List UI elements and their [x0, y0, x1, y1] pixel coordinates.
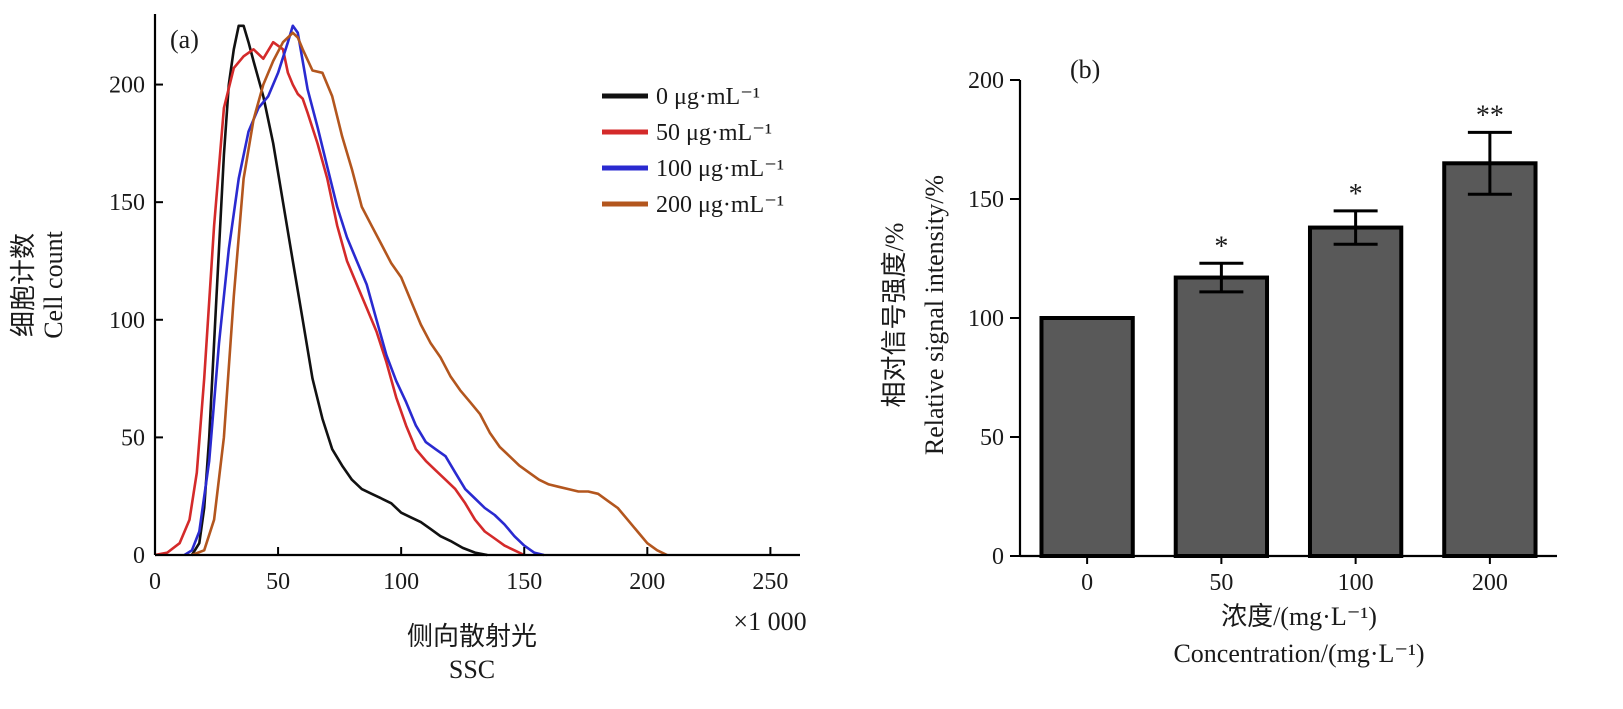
panel-b-significance-1: * — [1214, 231, 1228, 262]
panel-a-x-tick-label: 0 — [149, 569, 161, 595]
panel-a-xlabel-en: SSC — [449, 655, 495, 684]
panel-a-y-tick-label: 50 — [121, 425, 145, 451]
panel-a-ticks: 0 50 100 150 200 250 0 50 100 150 200 — [109, 73, 788, 595]
panel-a-x-tick-label: 150 — [506, 569, 542, 595]
panel-a-series-lines — [154, 24, 668, 557]
panel-a-ylabel-cn: 细胞计数 — [9, 233, 38, 337]
panel-b-bar-0 — [1039, 316, 1135, 558]
panel-a-series-line-2 — [183, 24, 545, 557]
panel-a-series-line-1 — [154, 40, 525, 557]
panel-a-x-tick-label: 50 — [266, 569, 290, 595]
panel-a-x-tick-label: 100 — [383, 569, 419, 595]
panel-a-legend-label-0: 0 μg·mL⁻¹ — [656, 84, 760, 110]
panel-b-y-tick-label: 50 — [980, 425, 1004, 451]
panel-b-y-tick-label: 100 — [968, 306, 1004, 332]
panel-a-series-line-0 — [190, 24, 488, 557]
panel-a-label: (a) — [170, 25, 199, 54]
panel-b-x-tick-label: 200 — [1472, 570, 1508, 596]
panel-a-line-chart: (a) 0 50 100 150 200 250 0 50 100 150 200 0 μg·mL⁻… — [9, 14, 807, 684]
panel-b-bar-2 — [1307, 225, 1404, 558]
panel-b-xlabel-cn: 浓度/(mg·L⁻¹) — [1221, 602, 1377, 631]
panel-b-xlabel-en: Concentration/(mg·L⁻¹) — [1173, 639, 1424, 668]
panel-a-x-multiplier: ×1 000 — [733, 607, 806, 636]
panel-b-significance-2: * — [1349, 179, 1363, 210]
panel-a-x-tick-label: 250 — [752, 569, 788, 595]
panel-a-y-tick-label: 200 — [109, 73, 145, 99]
panel-b-x-tick-label: 0 — [1081, 570, 1093, 596]
panel-a-y-tick-label: 0 — [133, 543, 145, 569]
panel-a-legend: 0 μg·mL⁻¹ 50 μg·mL⁻¹ 100 μg·mL⁻¹ 200 μg·mL⁻… — [602, 84, 784, 218]
panel-a-ylabel-en: Cell count — [39, 230, 68, 338]
panel-b-bar-1 — [1173, 275, 1270, 558]
panel-a-legend-label-1: 50 μg·mL⁻¹ — [656, 120, 772, 146]
panel-b-x-tick-label: 50 — [1209, 570, 1233, 596]
panel-b-ylabel-en: Relative signal intensity/% — [920, 175, 949, 455]
panel-b-bars: **** — [1039, 100, 1538, 559]
panel-b-y-tick-label: 200 — [968, 68, 1004, 94]
panel-b-y-tick-label: 0 — [992, 544, 1004, 570]
panel-a-xlabel-cn: 侧向散射光 — [407, 622, 537, 651]
panel-b-bar-3 — [1442, 161, 1538, 559]
panel-b-ylabel-cn: 相对信号强度/% — [880, 223, 909, 408]
panel-a-series-line-3 — [191, 31, 668, 557]
panel-a-y-tick-label: 150 — [109, 190, 145, 216]
panel-b-y-tick-label: 150 — [968, 187, 1004, 213]
panel-b-significance-3: ** — [1476, 100, 1504, 131]
panel-a-x-tick-label: 200 — [629, 569, 665, 595]
panel-a-legend-label-2: 100 μg·mL⁻¹ — [656, 156, 784, 182]
panel-b-label: (b) — [1070, 55, 1100, 84]
panel-a-legend-label-3: 200 μg·mL⁻¹ — [656, 192, 784, 218]
panel-b-x-tick-label: 100 — [1338, 570, 1374, 596]
panel-a-y-tick-label: 100 — [109, 308, 145, 334]
panel-b-ticks: 0 50 100 200 0 50 100 150 200 — [968, 68, 1508, 596]
